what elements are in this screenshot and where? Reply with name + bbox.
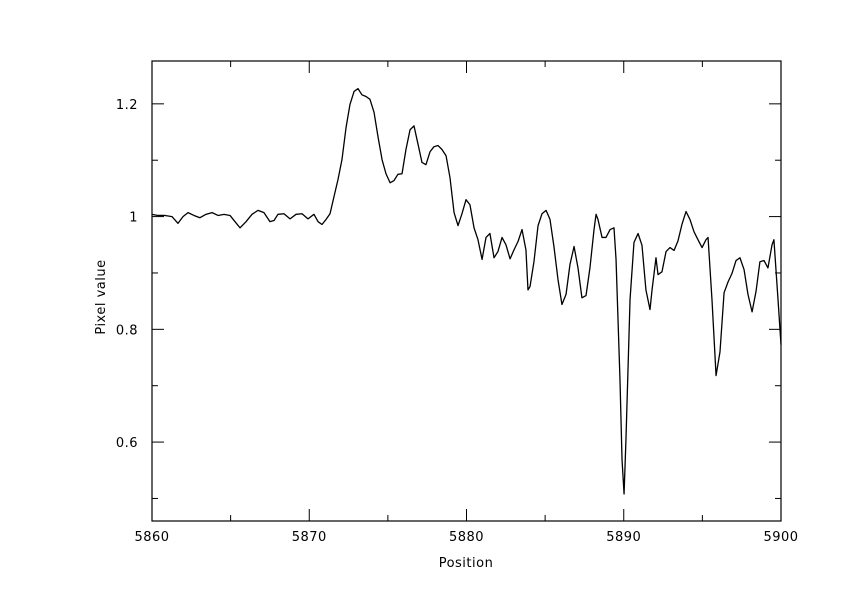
y-tick-label: 1.2 [116, 98, 138, 113]
x-tick-label: 5870 [292, 530, 327, 545]
y-tick-label: 0.6 [116, 436, 138, 451]
x-tick-label: 5860 [134, 530, 169, 545]
plot-frame [151, 60, 782, 522]
x-tick-label: 5900 [763, 530, 798, 545]
x-tick-label: 5880 [449, 530, 484, 545]
data-line [151, 87, 782, 495]
x-tick-label: 5890 [606, 530, 641, 545]
x-axis-label: Position [439, 556, 494, 571]
y-axis-label: Pixel value [94, 259, 109, 334]
y-tick-label: 1 [129, 211, 138, 226]
y-tick-label: 0.8 [116, 323, 138, 338]
